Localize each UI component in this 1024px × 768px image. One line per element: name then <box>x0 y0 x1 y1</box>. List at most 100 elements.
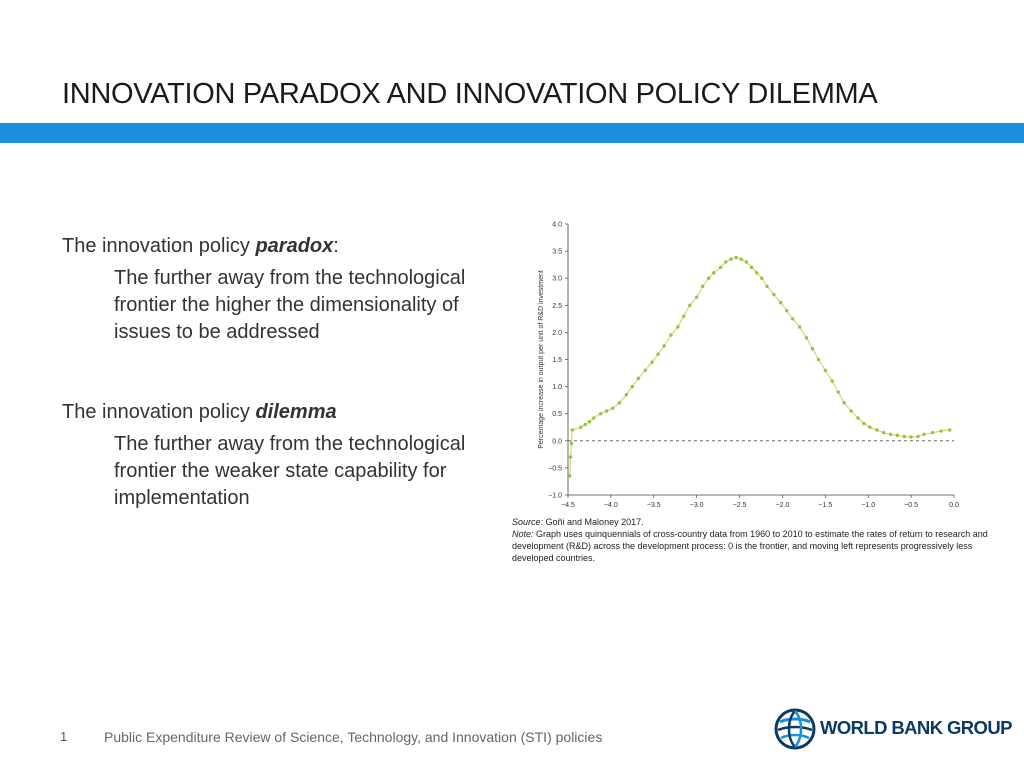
chart-note: Note: Graph uses quinquennials of cross-… <box>512 528 990 564</box>
data-point <box>583 422 587 427</box>
data-point <box>823 368 828 373</box>
data-point <box>739 257 743 261</box>
data-point <box>650 360 654 364</box>
dilemma-heading: The innovation policy dilemma <box>62 399 482 426</box>
data-point <box>849 409 853 413</box>
data-point <box>842 401 846 405</box>
data-point <box>948 428 952 432</box>
data-point <box>922 432 926 436</box>
data-point <box>888 432 893 436</box>
paradox-keyword: paradox <box>255 235 334 257</box>
y-tick-label: −1.0 <box>548 493 562 500</box>
data-point <box>570 428 574 432</box>
x-tick-label: −4.5 <box>561 502 575 509</box>
data-point <box>604 409 609 413</box>
data-point <box>744 260 749 264</box>
y-tick-label: 2.0 <box>552 330 562 337</box>
paradox-colon: : <box>333 235 339 257</box>
data-point <box>724 260 728 264</box>
data-point <box>779 300 783 305</box>
footer-text: Public Expenditure Review of Science, Te… <box>104 729 603 745</box>
data-point <box>930 430 935 435</box>
data-point <box>797 325 802 329</box>
data-point <box>592 416 596 420</box>
data-point <box>902 434 906 439</box>
data-point <box>712 271 716 275</box>
y-tick-label: 1.5 <box>552 357 562 364</box>
x-tick-label: 0.0 <box>949 502 959 509</box>
x-tick-label: −3.5 <box>647 502 661 509</box>
slide-body: The innovation policy paradox: The furth… <box>62 233 482 512</box>
paradox-lead: The innovation policy <box>62 235 256 257</box>
data-point <box>760 276 764 280</box>
x-tick-label: −1.5 <box>818 502 832 509</box>
data-point <box>676 325 680 329</box>
note-label: Note: <box>512 529 534 539</box>
y-axis-label: Percentage increase in output per unit o… <box>538 270 545 449</box>
data-point <box>755 271 759 275</box>
x-tick-label: −0.5 <box>904 502 918 509</box>
data-point <box>875 428 879 432</box>
data-point <box>816 357 821 362</box>
data-point <box>916 434 920 439</box>
data-point <box>598 412 603 416</box>
data-point <box>895 433 900 438</box>
data-point <box>579 425 583 429</box>
data-point <box>909 435 913 439</box>
y-tick-label: 3.0 <box>552 276 562 283</box>
data-point <box>688 303 692 307</box>
x-tick-label: −2.5 <box>733 502 747 509</box>
data-point <box>734 255 738 260</box>
slide-title: INNOVATION PARADOX AND INNOVATION POLICY… <box>62 78 878 110</box>
dilemma-lead: The innovation policy <box>62 401 256 423</box>
title-accent-bar <box>0 123 1024 143</box>
chart-svg: 4.0 3.5 3.0 2.5 2.0 1.5 1.0 0.5 0.0 −0.5 −1.0 −4.5 −… <box>538 222 959 510</box>
dilemma-detail: The further away from the technological … <box>114 433 466 509</box>
y-tick-label: 0.0 <box>552 438 562 445</box>
data-point <box>836 390 840 394</box>
globe-icon <box>774 708 816 750</box>
data-point <box>617 401 622 405</box>
data-point <box>881 430 886 435</box>
data-point <box>749 265 754 270</box>
data-point <box>868 425 872 429</box>
chart-source: Source: Goñi and Maloney 2017. <box>512 516 990 528</box>
x-tick-label: −2.0 <box>776 502 790 509</box>
y-tick-label: 2.5 <box>552 303 562 310</box>
fitted-curve <box>569 256 950 477</box>
data-point <box>643 368 647 373</box>
x-tick-label: −1.0 <box>861 502 875 509</box>
world-bank-group-logo: WORLD BANK GROUP <box>774 706 1012 752</box>
chart-caption: Source: Goñi and Maloney 2017. Note: Gra… <box>512 516 990 564</box>
data-point <box>718 265 723 270</box>
data-point <box>729 257 733 261</box>
paradox-detail: The further away from the technological … <box>114 267 466 343</box>
data-point <box>569 441 574 446</box>
data-point <box>682 314 686 318</box>
data-point <box>568 474 572 478</box>
y-tick-label: 4.0 <box>552 222 562 229</box>
data-point <box>706 276 711 280</box>
y-tick-label: 1.0 <box>552 384 562 391</box>
data-point <box>694 295 699 299</box>
data-point <box>630 384 635 389</box>
x-tick-label: −4.0 <box>604 502 618 509</box>
data-point <box>810 346 815 351</box>
source-text: Goñi and Maloney 2017. <box>543 517 644 527</box>
data-point <box>700 284 705 289</box>
data-point <box>856 416 860 420</box>
data-point <box>610 406 615 410</box>
data-point <box>662 344 666 348</box>
note-text: Graph uses quinquennials of cross-countr… <box>512 529 988 563</box>
data-point <box>862 421 866 426</box>
y-tick-label: −0.5 <box>548 465 562 472</box>
data-point <box>568 455 573 459</box>
data-point <box>785 309 789 313</box>
data-point <box>636 376 641 381</box>
logo-wordmark: WORLD BANK GROUP <box>820 717 1012 738</box>
data-point <box>772 292 776 297</box>
data-point <box>624 393 629 397</box>
data-point <box>669 333 673 337</box>
data-point <box>656 352 660 356</box>
page-number: 1 <box>60 729 68 744</box>
